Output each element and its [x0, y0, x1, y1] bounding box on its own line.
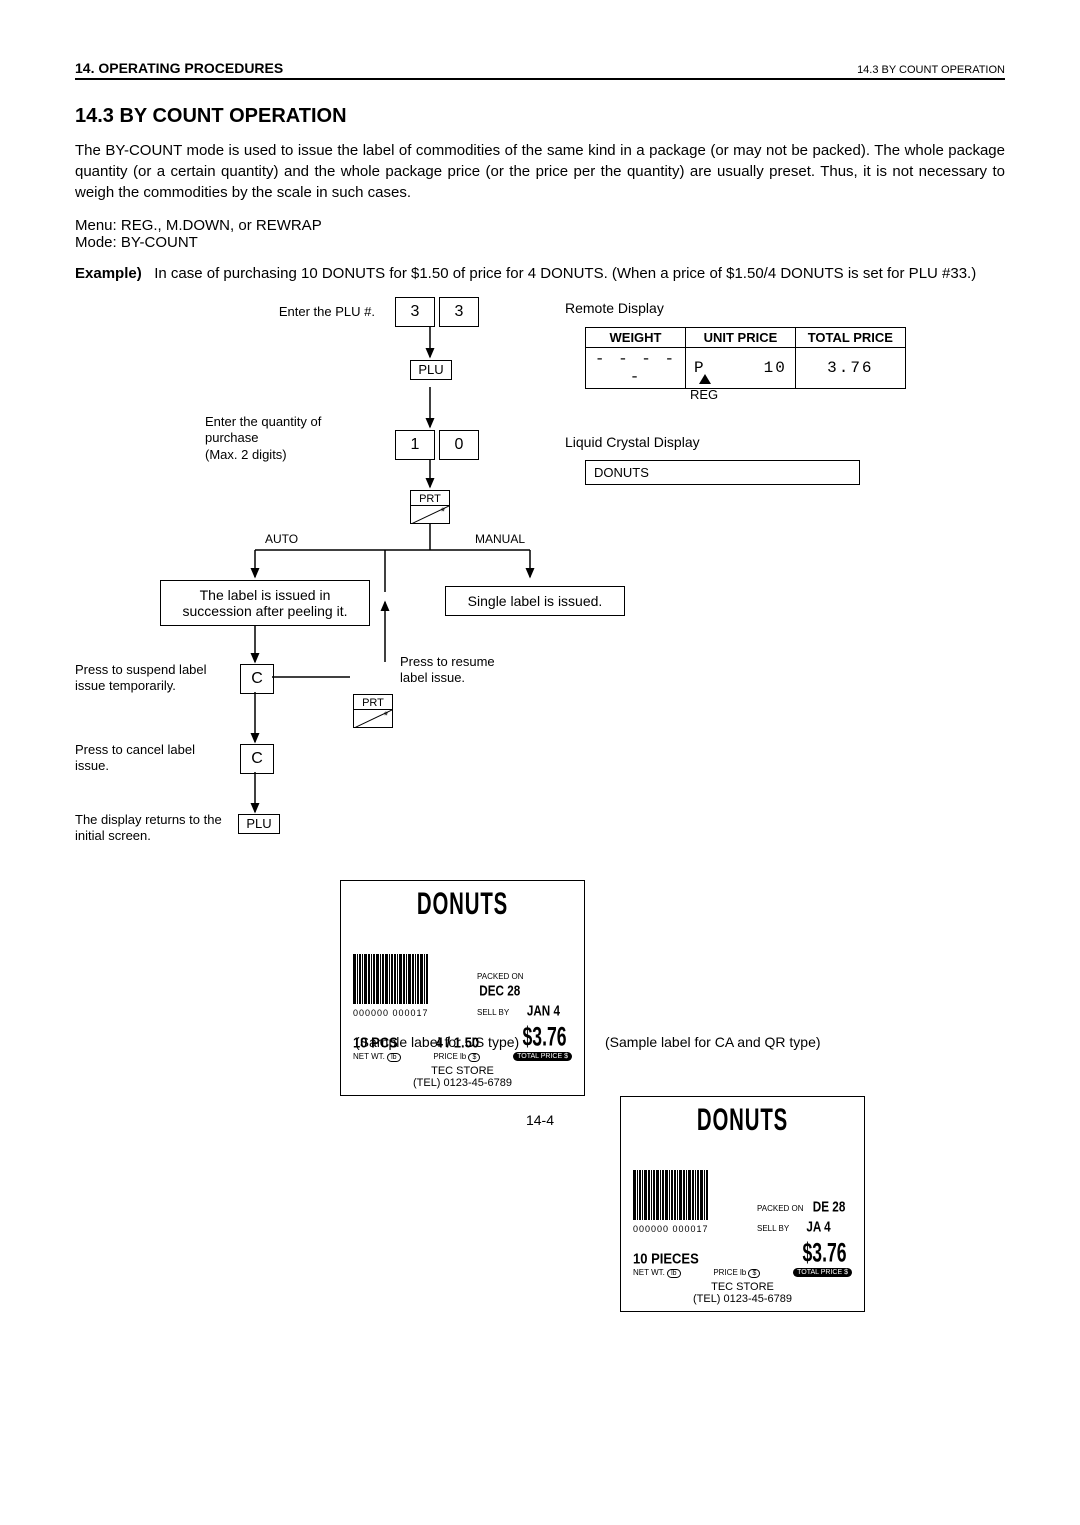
reg-label: REG [690, 387, 718, 402]
plu-key-2: PLU [238, 814, 280, 834]
header-right: 14.3 BY COUNT OPERATION [857, 64, 1005, 76]
prt-key-2: PRT * [353, 694, 393, 728]
lcd-title: Liquid Crystal Display [565, 434, 700, 450]
tel-ca: (TEL) 0123-45-6789 [633, 1293, 852, 1305]
example-text: In case of purchasing 10 DONUTS for $1.5… [154, 265, 976, 282]
example: Example) In case of purchasing 10 DONUTS… [75, 265, 1005, 282]
rv-weight: - - - - - [586, 348, 686, 389]
example-prefix: Example) [75, 265, 142, 282]
label-ca: DONUTS 000000 000017 PACKED ON DE 28 SEL… [620, 1096, 865, 1312]
rv-unit: P 10 [686, 348, 796, 389]
rv-total: 3.76 [795, 348, 905, 389]
store-ca: TEC STORE [633, 1281, 852, 1293]
page-number: 14-4 [75, 1112, 1005, 1128]
key-3a: 3 [395, 297, 435, 327]
enter-qty-text: Enter the quantity of purchase(Max. 2 di… [205, 414, 375, 463]
key-0: 0 [439, 430, 479, 460]
flowchart: Enter the PLU #. 3 3 PLU Remote Display … [75, 292, 1005, 1092]
rh-total: TOTAL PRICE [795, 328, 905, 348]
barcode-num-us: 000000 000017 [353, 1008, 463, 1018]
remote-table: WEIGHT UNIT PRICE TOTAL PRICE - - - - - … [585, 327, 906, 389]
suspend-text: Press to suspend label issue temporarily… [75, 662, 230, 695]
section-title: 14.3 BY COUNT OPERATION [75, 105, 1005, 128]
cap-us: (Sample label for US type) [355, 1034, 519, 1050]
tel-us: (TEL) 0123-45-6789 [353, 1077, 572, 1089]
label-us: DONUTS 000000 000017 PACKED ON DEC 28 SE… [340, 880, 585, 1096]
label-us-title: DONUTS [369, 887, 555, 923]
menu-line: Menu: REG., M.DOWN, or REWRAP [75, 217, 1005, 234]
auto-label: AUTO [265, 532, 298, 546]
label-ca-title: DONUTS [649, 1103, 835, 1139]
manual-label: MANUAL [475, 532, 525, 546]
rh-unit: UNIT PRICE [686, 328, 796, 348]
prt-key-1: PRT * [410, 490, 450, 524]
remote-title: Remote Display [565, 300, 664, 316]
plu-key-1: PLU [410, 360, 452, 380]
resume-text: Press to resume label issue. [400, 654, 500, 687]
returns-text: The display returns to the initial scree… [75, 812, 230, 845]
barcode-num-ca: 000000 000017 [633, 1224, 743, 1234]
barcode-ca [633, 1170, 743, 1220]
c-key-1: C [240, 664, 274, 694]
auto-text-box: The label is issued in succession after … [160, 580, 370, 626]
barcode-us [353, 954, 463, 1004]
header-left: 14. OPERATING PROCEDURES [75, 60, 283, 76]
cancel-text: Press to cancel label issue. [75, 742, 230, 775]
store-us: TEC STORE [353, 1065, 572, 1077]
rh-weight: WEIGHT [586, 328, 686, 348]
cap-ca: (Sample label for CA and QR type) [605, 1034, 821, 1050]
key-3b: 3 [439, 297, 479, 327]
c-key-2: C [240, 744, 274, 774]
enter-plu-text: Enter the PLU #. [195, 304, 375, 320]
key-1: 1 [395, 430, 435, 460]
lcd-box: DONUTS [585, 460, 860, 485]
mode-line: Mode: BY-COUNT [75, 234, 1005, 251]
manual-text-box: Single label is issued. [445, 586, 625, 616]
body-paragraph: The BY-COUNT mode is used to issue the l… [75, 140, 1005, 203]
